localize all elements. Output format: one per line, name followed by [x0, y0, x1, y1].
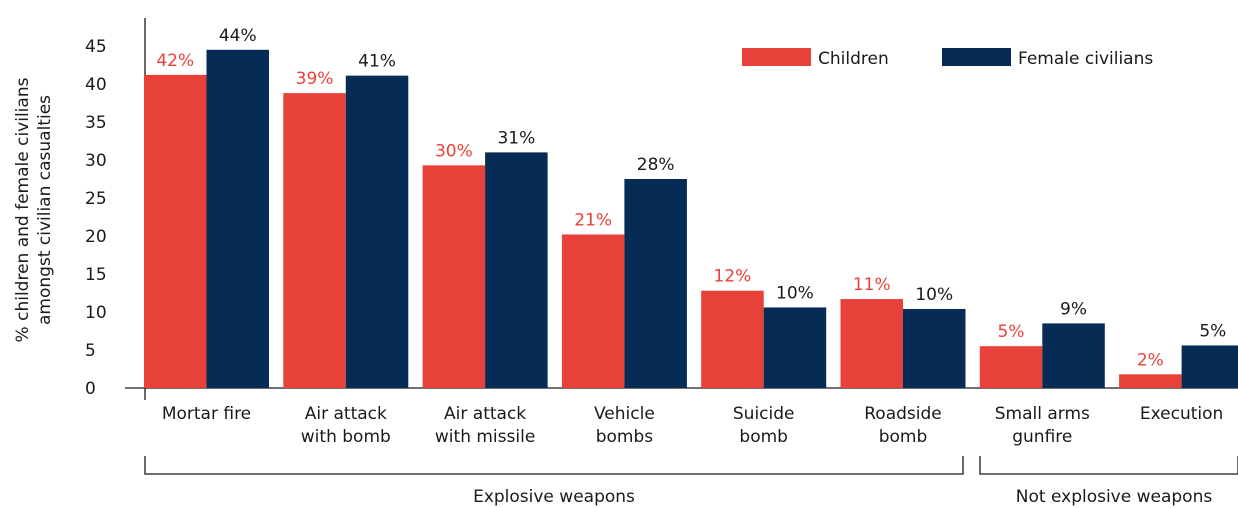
y-axis-title-line: amongst civilian casualties	[35, 95, 55, 325]
bar-female-civilians	[1181, 345, 1238, 388]
legend-swatch	[742, 48, 811, 66]
y-tick-label: 15	[85, 265, 107, 285]
y-axis-title: % children and female civilians amongst c…	[13, 77, 55, 342]
bar-children	[1119, 374, 1182, 388]
category-label: Vehicle bombs	[594, 404, 655, 447]
y-tick-label: 45	[85, 37, 107, 57]
data-label: 2%	[1137, 350, 1164, 370]
category-label-line: with missile	[435, 427, 535, 447]
bar-children	[422, 165, 486, 388]
bar-children	[144, 74, 207, 388]
group-bracket	[144, 456, 964, 475]
bar-female-civilians	[903, 308, 966, 388]
bar-children	[561, 234, 625, 388]
category-label-line: Mortar fire	[162, 404, 251, 424]
bar-children	[283, 93, 346, 389]
data-label: 30%	[435, 141, 473, 161]
y-tick-label: 10	[85, 303, 107, 323]
bar-children	[979, 346, 1043, 388]
bar-female-civilians	[763, 307, 827, 388]
category-label-line: bomb	[879, 427, 928, 447]
data-label: 41%	[358, 52, 396, 72]
data-label: 10%	[776, 283, 814, 303]
category-label: Air attack with missile	[435, 404, 535, 447]
category-label-line: bombs	[596, 427, 654, 447]
group-label: Not explosive weapons	[1016, 487, 1213, 507]
y-axis-title-line: % children and female civilians	[13, 77, 33, 342]
category-label: Small arms gunfire	[995, 404, 1090, 447]
data-label: 12%	[714, 267, 752, 287]
category-label-line: with bomb	[301, 427, 391, 447]
y-tick-label: 30	[85, 151, 107, 171]
legend-label: Female civilians	[1018, 49, 1153, 69]
category-label: Suicide bomb	[733, 404, 795, 447]
data-label: 31%	[497, 128, 535, 148]
y-tick-label: 5	[85, 341, 96, 361]
legend-label: Children	[818, 49, 889, 69]
data-label: 44%	[219, 26, 257, 46]
y-tick-label: 35	[85, 113, 107, 133]
category-label-line: Roadside	[864, 404, 942, 424]
bar-female-civilians	[485, 152, 548, 388]
category-label: Mortar fire	[162, 404, 251, 424]
data-label: 11%	[853, 275, 891, 295]
legend-swatch	[942, 48, 1011, 66]
group-brackets: Explosive weapons Not explosive weapons	[144, 456, 1238, 507]
y-tick-label: 40	[85, 75, 107, 95]
category-label-line: bomb	[739, 427, 788, 447]
bar-female-civilians	[206, 49, 269, 389]
legend: Children Female civilians	[742, 48, 1153, 69]
category-label: Roadside bomb	[864, 404, 942, 447]
bar-female-civilians	[624, 179, 687, 388]
y-tick-label: 0	[85, 379, 96, 399]
data-label: 42%	[156, 51, 194, 71]
bar-children	[701, 290, 764, 388]
data-label: 9%	[1060, 299, 1087, 319]
data-label: 10%	[915, 285, 953, 305]
data-labels-layer: 42% 44% 39% 41% 30% 31% 21% 28% 12% 10% 11% 10% 5% 9%…	[156, 26, 1226, 371]
category-label-line: Air attack	[305, 404, 387, 424]
category-label-line: gunfire	[1012, 427, 1072, 447]
y-tick-label: 25	[85, 189, 107, 209]
category-label: Air attack with bomb	[301, 404, 391, 447]
data-label: 21%	[574, 210, 612, 230]
bar-children	[840, 299, 903, 388]
category-label: Execution	[1140, 404, 1223, 424]
data-label: 5%	[998, 322, 1025, 342]
group-label: Explosive weapons	[473, 487, 635, 507]
data-label: 5%	[1199, 321, 1226, 341]
data-label: 28%	[637, 155, 675, 175]
axes-layer: % children and female civilians amongst c…	[13, 18, 1238, 447]
bar-female-civilians	[345, 75, 409, 388]
data-label: 39%	[296, 69, 334, 89]
category-label-line: Small arms	[995, 404, 1090, 424]
category-label-line: Vehicle	[594, 404, 655, 424]
category-label-line: Execution	[1140, 404, 1223, 424]
bar-female-civilians	[1042, 323, 1105, 388]
bars-layer	[144, 49, 1238, 389]
group-bracket	[979, 456, 1238, 475]
category-label-line: Air attack	[444, 404, 526, 424]
category-label-line: Suicide	[733, 404, 795, 424]
y-tick-label: 20	[85, 227, 107, 247]
